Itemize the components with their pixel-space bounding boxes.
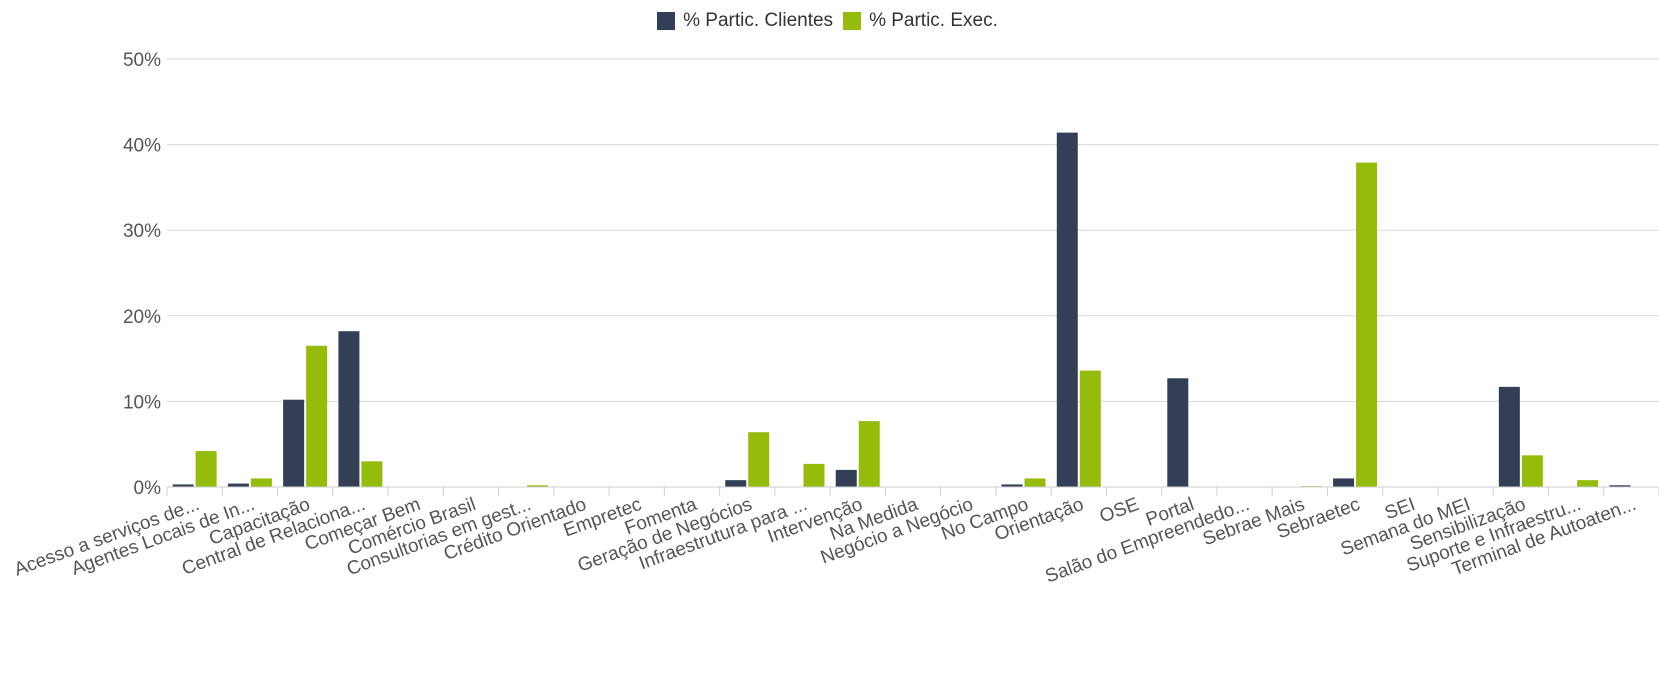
bar-exec xyxy=(1079,370,1101,487)
x-tick-label: OSE xyxy=(1097,494,1142,527)
legend-label-exec: % Partic. Exec. xyxy=(869,10,998,31)
legend: % Partic. Clientes % Partic. Exec. xyxy=(0,10,1659,32)
gridlines xyxy=(167,58,1659,488)
y-tick-label: 40% xyxy=(123,136,161,157)
bar-clientes xyxy=(835,469,857,487)
y-tick-label: 20% xyxy=(123,307,161,328)
bar-exec xyxy=(195,451,217,487)
y-axis-labels: 0% 10% 20% 30% 40% 50% xyxy=(123,50,161,499)
bar-clientes xyxy=(283,399,305,487)
bar-exec xyxy=(748,432,770,487)
y-tick-label: 50% xyxy=(123,50,161,71)
bar-exec xyxy=(306,345,328,487)
bar-exec xyxy=(1577,480,1599,487)
bars xyxy=(172,132,1631,488)
bar-clientes xyxy=(338,331,360,487)
bar-exec xyxy=(1356,162,1378,488)
x-axis-labels: Acesso a serviços de...Agentes Locais de… xyxy=(12,494,1640,588)
bar-exec xyxy=(803,463,825,487)
bar-clientes xyxy=(1001,484,1023,487)
legend-swatch-clientes xyxy=(657,12,676,30)
bar-clientes xyxy=(1498,386,1520,487)
bar-clientes xyxy=(1056,132,1078,487)
bar-exec xyxy=(527,485,549,487)
bar-exec xyxy=(1521,455,1543,487)
bar-exec xyxy=(250,478,272,487)
legend-item-clientes[interactable]: % Partic. Clientes xyxy=(657,10,833,32)
y-tick-label: 10% xyxy=(123,392,161,413)
x-axis xyxy=(166,486,1659,496)
bar-clientes xyxy=(227,483,249,487)
y-tick-label: 0% xyxy=(134,478,162,499)
bar-exec xyxy=(1024,478,1046,487)
legend-label-clientes: % Partic. Clientes xyxy=(683,10,834,31)
legend-swatch-exec xyxy=(843,12,862,30)
bar-clientes xyxy=(1333,478,1355,487)
legend-item-exec[interactable]: % Partic. Exec. xyxy=(843,10,998,32)
y-tick-label: 30% xyxy=(123,221,161,242)
bar-clientes xyxy=(1167,378,1189,487)
bar-clientes xyxy=(1609,485,1631,487)
bar-clientes xyxy=(172,484,194,487)
bar-exec xyxy=(858,421,880,487)
bar-exec xyxy=(361,461,383,487)
bar-clientes xyxy=(725,480,747,487)
